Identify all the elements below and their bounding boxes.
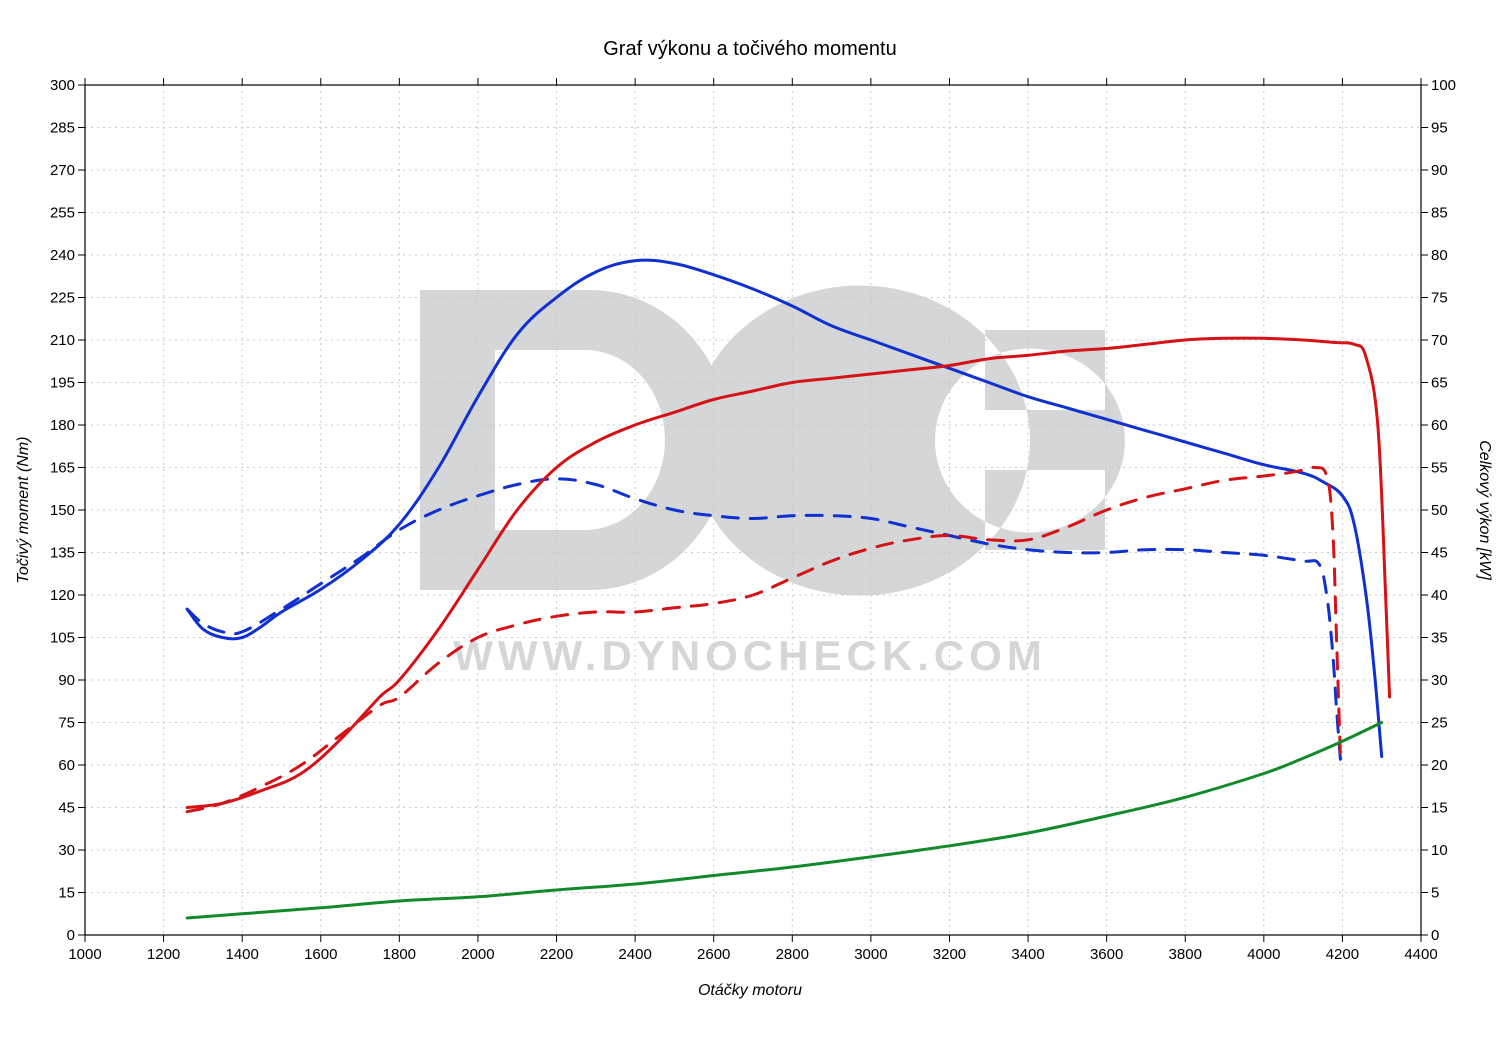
chart-grid (85, 85, 1421, 935)
x-tick: 1200 (147, 946, 180, 963)
x-axis-label: Otáčky motoru (698, 982, 802, 999)
y-left-tick: 75 (58, 715, 75, 732)
y-right-tick: 30 (1431, 672, 1448, 689)
y-right-tick: 15 (1431, 800, 1448, 817)
y-left-tick: 225 (50, 290, 75, 307)
y-left-tick: 105 (50, 630, 75, 647)
x-tick: 3400 (1011, 946, 1044, 963)
y-left-tick: 270 (50, 162, 75, 179)
chart-wrapper: Graf výkonu a točivého momentu WWW.DYNOC… (0, 0, 1500, 1041)
y-left-tick: 30 (58, 842, 75, 859)
series-green_solid (187, 723, 1382, 919)
y-left-tick: 60 (58, 757, 75, 774)
y-left-tick: 45 (58, 800, 75, 817)
y-right-tick: 60 (1431, 417, 1448, 434)
x-tick: 1800 (383, 946, 416, 963)
y-left-tick: 300 (50, 77, 75, 94)
y-left-tick: 15 (58, 885, 75, 902)
x-tick: 2200 (540, 946, 573, 963)
watermark-dc (420, 286, 1125, 596)
dyno-chart-svg: Graf výkonu a točivého momentu WWW.DYNOC… (0, 0, 1500, 1041)
y-right-tick: 45 (1431, 545, 1448, 562)
y-left-tick: 90 (58, 672, 75, 689)
y-right-tick: 100 (1431, 77, 1456, 94)
y-left-tick-labels: 0 15 30 45 60 75 90 105 120 135 150 165 180 195 210 225… (50, 77, 75, 944)
y-right-tick: 75 (1431, 290, 1448, 307)
y-left-tick: 180 (50, 417, 75, 434)
x-tick: 4200 (1326, 946, 1359, 963)
x-tick: 2600 (697, 946, 730, 963)
y-right-tick: 5 (1431, 885, 1439, 902)
x-tick: 1400 (225, 946, 258, 963)
y-left-tick: 285 (50, 120, 75, 137)
x-tick-labels: 1000 1200 1400 1600 1800 2000 2200 2400 2600 2800… (68, 946, 1437, 963)
y-right-tick: 35 (1431, 630, 1448, 647)
x-tick: 4400 (1404, 946, 1437, 963)
y-right-tick: 55 (1431, 460, 1448, 477)
x-tick: 3800 (1169, 946, 1202, 963)
y-left-tick: 255 (50, 205, 75, 222)
y-left-tick: 195 (50, 375, 75, 392)
y-right-tick: 0 (1431, 927, 1439, 944)
y-right-tick: 40 (1431, 587, 1448, 604)
y-left-tick: 135 (50, 545, 75, 562)
x-tick: 1000 (68, 946, 101, 963)
x-tick: 3200 (933, 946, 966, 963)
y-left-tick: 210 (50, 332, 75, 349)
y-right-tick: 70 (1431, 332, 1448, 349)
y-right-tick: 20 (1431, 757, 1448, 774)
x-tick: 3600 (1090, 946, 1123, 963)
y-right-axis-label: Celkový výkon [kW] (1476, 440, 1493, 580)
y-right-tick: 25 (1431, 715, 1448, 732)
y-right-tick: 80 (1431, 247, 1448, 264)
x-tick: 1600 (304, 946, 337, 963)
x-tick: 2400 (618, 946, 651, 963)
y-right-tick-labels: 0 5 10 15 20 25 30 35 40 45 50 55 60 65 70 75 80 85 90 95 10… (1431, 77, 1456, 944)
chart-title: Graf výkonu a točivého momentu (603, 38, 896, 60)
y-left-tick: 240 (50, 247, 75, 264)
y-left-axis-label: Točivý moment (Nm) (15, 437, 32, 584)
y-right-tick: 90 (1431, 162, 1448, 179)
y-right-tick: 10 (1431, 842, 1448, 859)
x-tick: 4000 (1247, 946, 1280, 963)
watermark-url: WWW.DYNOCHECK.COM (453, 632, 1047, 679)
y-right-tick: 65 (1431, 375, 1448, 392)
y-left-tick: 165 (50, 460, 75, 477)
y-left-tick: 150 (50, 502, 75, 519)
y-right-tick: 95 (1431, 120, 1448, 137)
y-left-tick: 0 (67, 927, 75, 944)
y-left-tick: 120 (50, 587, 75, 604)
x-tick: 2800 (776, 946, 809, 963)
y-right-tick: 85 (1431, 205, 1448, 222)
y-right-tick: 50 (1431, 502, 1448, 519)
x-tick: 3000 (854, 946, 887, 963)
x-tick: 2000 (461, 946, 494, 963)
